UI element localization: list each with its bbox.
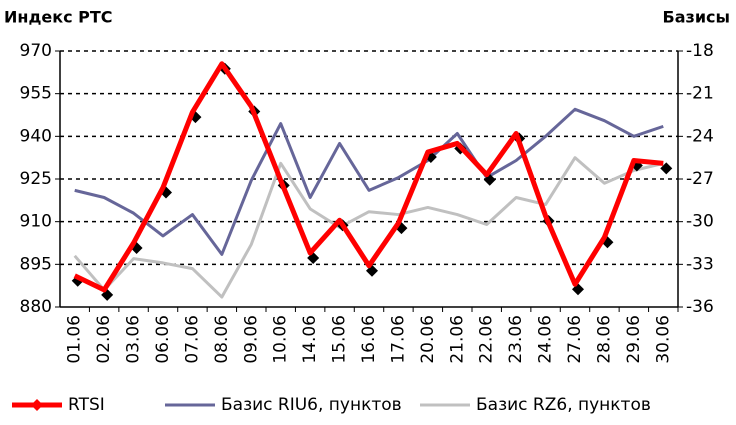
- x-tick-label: 09.06: [241, 315, 261, 364]
- x-tick-label: 20.06: [418, 315, 438, 364]
- chart-title: Индекс РТС: [4, 8, 113, 27]
- y-tick-label: 910: [20, 212, 52, 232]
- legend-label: Базис RZ6, пунктов: [476, 395, 651, 415]
- y-tick-label: 925: [20, 169, 52, 189]
- x-tick-label: 10.06: [271, 315, 291, 364]
- marker: [307, 251, 320, 264]
- legend-label: Базис RIU6, пунктов: [221, 395, 402, 415]
- y-tick-label: 895: [20, 254, 52, 274]
- y2-title: Базисы: [663, 8, 730, 27]
- y2-tick-label: -18: [686, 41, 714, 61]
- x-tick-label: 06.06: [153, 315, 173, 364]
- series-line: [73, 61, 664, 293]
- x-tick-label: 22.06: [477, 315, 497, 364]
- y2-tick-label: -21: [686, 84, 714, 104]
- y-tick-label: 970: [20, 41, 52, 61]
- marker: [660, 162, 673, 175]
- x-tick-label: 24.06: [536, 315, 556, 364]
- x-tick-label: 28.06: [594, 315, 614, 364]
- y-tick-label: 880: [20, 297, 52, 317]
- y2-tick-label: -33: [686, 254, 714, 274]
- x-tick-label: 15.06: [330, 315, 350, 364]
- series-line: [74, 107, 664, 256]
- y2-tick-label: -30: [686, 212, 714, 232]
- x-tick-label: 23.06: [506, 315, 526, 364]
- x-tick-label: 21.06: [447, 315, 467, 364]
- x-tick-label: 16.06: [359, 315, 379, 364]
- y2-tick-label: -36: [686, 297, 714, 317]
- y-tick-label: 940: [20, 126, 52, 146]
- x-tick-label: 14.06: [300, 315, 320, 364]
- y-tick-label: 955: [20, 84, 52, 104]
- legend-label: RTSI: [68, 395, 105, 415]
- y2-tick-label: -27: [686, 169, 714, 189]
- x-tick-label: 01.06: [65, 315, 85, 364]
- x-tick-label: 29.06: [624, 315, 644, 364]
- x-tick-label: 02.06: [94, 315, 114, 364]
- x-tick-label: 03.06: [124, 315, 144, 364]
- y2-tick-label: -24: [686, 126, 714, 146]
- series-line: [73, 156, 664, 299]
- x-tick-label: 07.06: [182, 315, 202, 364]
- legend-marker: [31, 399, 43, 411]
- x-tick-label: 08.06: [212, 315, 232, 364]
- x-tick-label: 27.06: [565, 315, 585, 364]
- x-tick-label: 30.06: [653, 315, 673, 364]
- x-tick-label: 17.06: [388, 315, 408, 364]
